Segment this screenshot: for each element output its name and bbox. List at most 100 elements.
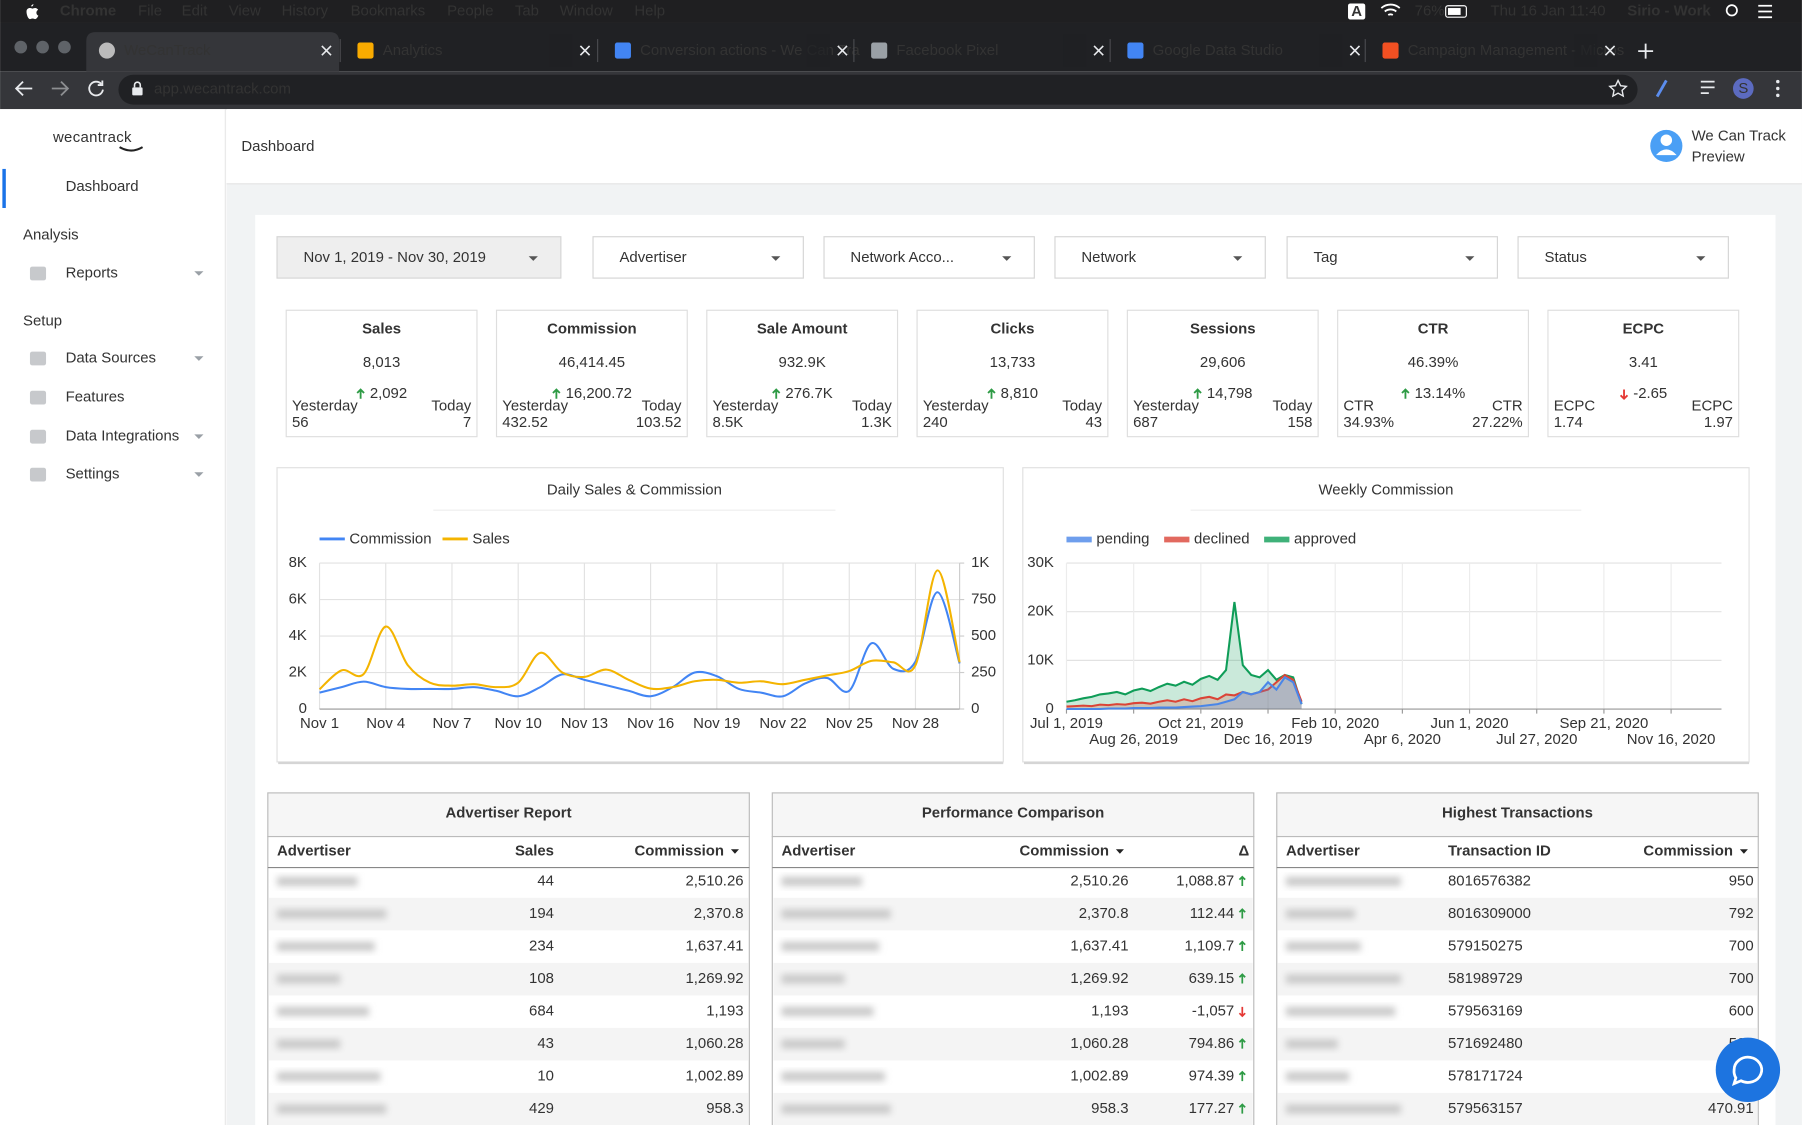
blurred-name bbox=[781, 909, 891, 919]
nav-item[interactable]: Data Integrations bbox=[66, 428, 180, 445]
column-header[interactable]: Commission bbox=[634, 842, 724, 859]
column-header[interactable]: Δ bbox=[1238, 842, 1249, 859]
menu-item[interactable]: History bbox=[282, 2, 329, 19]
kpi-change: -2.65 bbox=[1633, 385, 1667, 402]
nav-chevron bbox=[194, 434, 204, 439]
column-header[interactable]: Advertiser bbox=[277, 842, 351, 859]
extension-icon[interactable] bbox=[1655, 79, 1668, 98]
column-header[interactable]: Commission bbox=[1643, 842, 1733, 859]
nav-item[interactable]: Data Sources bbox=[66, 349, 156, 366]
tab-favicon bbox=[1382, 42, 1399, 59]
window-button[interactable] bbox=[58, 40, 71, 54]
cell: 1,002.89 bbox=[1070, 1067, 1128, 1084]
menu-item[interactable]: Help bbox=[634, 2, 665, 19]
tab-title[interactable]: Campaign Management - Micros bbox=[1408, 42, 1624, 59]
filter-dropdown[interactable] bbox=[276, 236, 562, 279]
table-title: Highest Transactions bbox=[1442, 805, 1593, 822]
menu-item[interactable]: People bbox=[447, 2, 493, 19]
column-header[interactable]: Advertiser bbox=[1286, 842, 1360, 859]
legend-label[interactable]: pending bbox=[1096, 530, 1149, 547]
tab-close[interactable] bbox=[321, 45, 332, 56]
filter-dropdown[interactable] bbox=[1517, 236, 1729, 279]
account-name[interactable]: We Can Track bbox=[1692, 128, 1787, 145]
y-tick-label: 4K bbox=[289, 627, 307, 644]
menu-app[interactable]: Chrome bbox=[60, 2, 116, 19]
forward-icon[interactable] bbox=[51, 80, 70, 97]
legend-label[interactable]: declined bbox=[1194, 530, 1250, 547]
new-tab[interactable] bbox=[1638, 43, 1654, 59]
legend-swatch bbox=[1066, 536, 1092, 543]
legend-label[interactable]: Commission bbox=[349, 530, 431, 547]
column-header[interactable]: Advertiser bbox=[781, 842, 855, 859]
legend-label[interactable]: approved bbox=[1294, 530, 1356, 547]
tab-close[interactable] bbox=[837, 45, 848, 56]
tab-close[interactable] bbox=[1604, 45, 1616, 56]
nav-item[interactable]: Settings bbox=[66, 466, 120, 483]
chat-launcher[interactable] bbox=[1715, 1037, 1781, 1103]
filter-dropdown[interactable] bbox=[592, 236, 804, 279]
tab-close[interactable] bbox=[1349, 45, 1361, 56]
column-header[interactable]: Sales bbox=[515, 842, 554, 859]
window-button[interactable] bbox=[36, 40, 49, 54]
filter-caret bbox=[1002, 256, 1012, 261]
kpi-change: 2,092 bbox=[370, 385, 407, 402]
back-icon[interactable] bbox=[14, 80, 33, 97]
blurred-name bbox=[1285, 974, 1401, 984]
url-field[interactable] bbox=[118, 74, 1638, 105]
x-tick-label: Nov 28 bbox=[892, 715, 939, 732]
filter-dropdown[interactable] bbox=[1054, 236, 1266, 279]
menu-item[interactable]: View bbox=[229, 2, 261, 19]
tab-title[interactable]: Analytics bbox=[383, 42, 443, 59]
filter-label: Network bbox=[1081, 249, 1136, 266]
row-stripe bbox=[773, 962, 1253, 996]
user-name[interactable]: Sirio - Work bbox=[1627, 2, 1711, 19]
menu-item[interactable]: Window bbox=[560, 2, 613, 19]
profile-initial: S bbox=[1738, 80, 1748, 97]
blurred-name bbox=[277, 941, 375, 952]
nav-section: Analysis bbox=[23, 227, 79, 244]
kpi-title: ECPC bbox=[1623, 321, 1665, 338]
filter-dropdown[interactable] bbox=[823, 236, 1035, 279]
clock: Thu 16 Jan 11:40 bbox=[1491, 2, 1606, 19]
column-header[interactable]: Commission bbox=[1019, 842, 1109, 859]
tab-title[interactable]: Facebook Pixel bbox=[896, 42, 998, 59]
tab-close[interactable] bbox=[1093, 45, 1104, 56]
reload-icon[interactable] bbox=[88, 80, 104, 97]
profile-avatar[interactable] bbox=[1732, 78, 1754, 99]
legend-label[interactable]: Sales bbox=[472, 530, 509, 547]
filter-dropdown[interactable] bbox=[1286, 236, 1498, 279]
blurred-name bbox=[781, 941, 880, 952]
account-head bbox=[1660, 134, 1673, 146]
window-button[interactable] bbox=[14, 40, 28, 54]
star-icon[interactable] bbox=[1608, 78, 1628, 98]
y2-tick-label: 750 bbox=[971, 590, 996, 607]
blurred-name bbox=[277, 909, 387, 919]
nav-item[interactable]: Features bbox=[66, 389, 125, 406]
y2-tick-label: 500 bbox=[971, 627, 996, 644]
kpi-change: 276.7K bbox=[785, 385, 832, 402]
nav-item[interactable]: Reports bbox=[66, 264, 118, 281]
kpi-card bbox=[1126, 309, 1319, 438]
nav-active[interactable]: Dashboard bbox=[66, 178, 139, 195]
url[interactable]: app.wecantrack.com bbox=[154, 81, 291, 98]
menu-item[interactable]: Edit bbox=[182, 2, 209, 19]
tab-close[interactable] bbox=[579, 45, 591, 56]
tab-title[interactable]: Google Data Studio bbox=[1153, 42, 1283, 59]
menu-item[interactable]: Bookmarks bbox=[351, 2, 426, 19]
cell: 950 bbox=[1729, 872, 1754, 889]
media-icon[interactable] bbox=[1700, 80, 1715, 94]
column-header[interactable]: Transaction ID bbox=[1448, 842, 1551, 859]
menu-item[interactable]: File bbox=[138, 2, 162, 19]
menu-item[interactable]: Tab bbox=[515, 2, 539, 19]
tab-title[interactable]: Conversion actions - We Can Tra bbox=[640, 42, 860, 59]
cell: 794.86 bbox=[1189, 1035, 1235, 1052]
tab-title[interactable]: WeCanTrack bbox=[124, 42, 211, 59]
cell: 974.39 bbox=[1189, 1067, 1235, 1084]
y2-tick-label: 0 bbox=[971, 700, 979, 717]
nav-icon bbox=[29, 390, 47, 405]
delta-arrow bbox=[1238, 940, 1246, 952]
kpi-change: 16,200.72 bbox=[566, 385, 632, 402]
y-tick-label: 30K bbox=[1027, 554, 1054, 571]
y-tick-label: 0 bbox=[299, 700, 307, 717]
